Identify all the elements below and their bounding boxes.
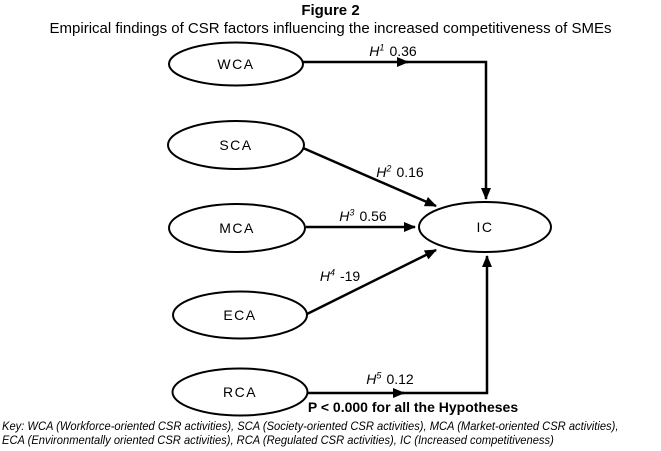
edge-label-h4: H4 -19	[320, 268, 360, 284]
h2-symbol: H	[376, 164, 387, 180]
node-eca-label: ECA	[223, 307, 256, 323]
nodes: WCA SCA MCA ECA RCA IC	[167, 41, 552, 417]
key-line-2: ECA (Environmentally oriented CSR activi…	[2, 433, 554, 447]
h5-superscript: 5	[376, 370, 382, 381]
h3-symbol: H	[339, 208, 350, 224]
arrow-sca-ic	[302, 146, 437, 208]
arrow-rca-ic-elbow	[401, 255, 492, 395]
node-mca-ellipse	[168, 203, 306, 253]
node-mca-label: MCA	[219, 220, 255, 236]
edge-label-h3: H3 0.56	[339, 208, 386, 224]
node-eca-ellipse	[172, 290, 308, 340]
h4-superscript: 4	[329, 267, 335, 278]
h5-symbol: H	[366, 371, 377, 387]
h2-coefficient: 0.16	[396, 164, 424, 180]
node-wca-ellipse	[168, 41, 304, 87]
h4-coefficient: -19	[339, 268, 361, 284]
key-line-1: Key: WCA (Workforce-oriented CSR activit…	[2, 419, 619, 433]
edge-label-h1: H1 0.36	[369, 43, 416, 59]
h1-symbol: H	[369, 43, 380, 59]
node-sca-ellipse	[167, 120, 305, 170]
node-wca-label: WCA	[217, 56, 254, 72]
p-value-note: P < 0.000 for all the Hypotheses	[307, 399, 519, 415]
node-sca-label: SCA	[219, 137, 252, 153]
node-ic-label: IC	[477, 219, 494, 235]
h3-superscript: 3	[349, 207, 355, 218]
node-ic-ellipse	[418, 201, 552, 253]
h5-coefficient: 0.12	[386, 371, 414, 387]
h1-superscript: 1	[379, 42, 385, 53]
h4-symbol: H	[319, 268, 330, 284]
h1-coefficient: 0.36	[389, 43, 417, 59]
node-rca-ellipse	[171, 367, 309, 417]
edges	[302, 57, 492, 398]
h3-coefficient: 0.56	[359, 208, 387, 224]
figure-key: Key: WCA (Workforce-oriented CSR activit…	[2, 419, 661, 447]
figure-title: Figure 2	[301, 2, 360, 19]
edge-label-h2: H2 0.16	[376, 164, 423, 180]
edge-label-h5: H5 0.12	[366, 371, 413, 387]
h2-superscript: 2	[386, 163, 392, 174]
node-rca-label: RCA	[223, 384, 257, 400]
arrow-eca-ic	[306, 248, 437, 316]
arrow-wca-ic-elbow	[405, 60, 491, 200]
figure-subtitle: Empirical findings of CSR factors influe…	[49, 20, 612, 37]
